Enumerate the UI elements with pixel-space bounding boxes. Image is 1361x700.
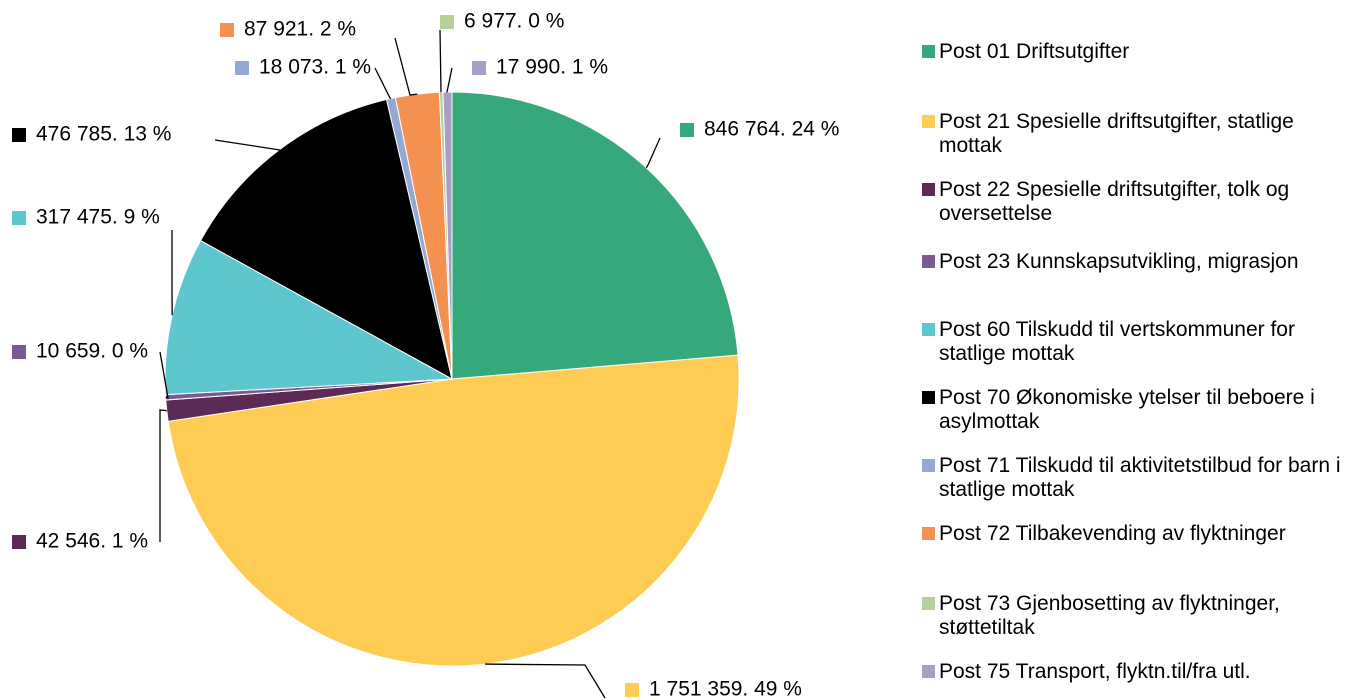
label-swatch: [220, 23, 234, 37]
label-swatch: [625, 683, 639, 697]
label-swatch: [440, 15, 454, 29]
pie-slice: [164, 239, 454, 396]
data-label: 18 073. 1 %: [259, 56, 371, 79]
label-swatch: [235, 61, 249, 75]
legend-label: Post 60 Tilskudd til vertskommuner for s…: [939, 318, 1295, 365]
legend-label: Post 23 Kunnskapsutvikling, migrasjon: [939, 250, 1299, 273]
pie-area: 846 764. 24 % 1 751 359. 49 % 42 546. 1 % 1…: [12, 10, 839, 700]
legend-label: Post 73 Gjenbosetting av flyktninger, st…: [939, 592, 1280, 639]
legend-swatch: [922, 597, 935, 610]
legend-label: Post 71 Tilskudd til aktivitetstilbud fo…: [939, 454, 1341, 501]
legend-item: Post 23 Kunnskapsutvikling, migrasjon: [922, 250, 1352, 274]
legend-item: Post 21 Spesielle driftsutgifter, statli…: [922, 110, 1352, 158]
legend-swatch: [922, 183, 935, 196]
legend-item: Post 60 Tilskudd til vertskommuner for s…: [922, 318, 1352, 366]
label-swatch: [12, 535, 26, 549]
data-label: 6 977. 0 %: [464, 10, 564, 33]
pie-slice: [451, 91, 739, 380]
legend-swatch: [922, 459, 935, 472]
legend-item: Post 01 Driftsutgifter: [922, 40, 1352, 64]
data-label: 476 785. 13 %: [36, 123, 171, 146]
label-swatch: [12, 345, 26, 359]
leader-line: [214, 139, 281, 151]
leader-line: [394, 37, 418, 96]
legend-swatch: [922, 323, 935, 336]
legend-item: Post 72 Tilbakevending av flyktninger: [922, 522, 1352, 546]
legend-label: Post 75 Transport, flyktn.til/fra utl.: [939, 660, 1251, 683]
legend-label: Post 72 Tilbakevending av flyktninger: [939, 522, 1286, 545]
legend-swatch: [922, 527, 935, 540]
data-label: 17 990. 1 %: [496, 56, 608, 79]
legend-item: Post 22 Spesielle driftsutgifter, tolk o…: [922, 178, 1352, 226]
leader-line: [439, 29, 442, 93]
leader-line: [159, 351, 169, 399]
label-swatch: [12, 211, 26, 225]
legend-item: Post 70 Økonomiske ytelser til beboere i…: [922, 386, 1352, 434]
legend-label: Post 22 Spesielle driftsutgifter, tolk o…: [939, 178, 1290, 225]
leader-line: [159, 409, 167, 542]
label-swatch: [472, 61, 486, 75]
legend-item: Post 73 Gjenbosetting av flyktninger, st…: [922, 592, 1352, 640]
legend-swatch: [922, 391, 935, 404]
leader-line: [374, 67, 392, 100]
leader-line: [645, 137, 661, 169]
leader-line: [446, 67, 453, 93]
label-swatch: [680, 123, 694, 137]
legend-label: Post 21 Spesielle driftsutgifter, statli…: [939, 110, 1294, 157]
data-label: 846 764. 24 %: [704, 118, 839, 141]
legend-item: Post 75 Transport, flyktn.til/fra utl.: [922, 660, 1352, 684]
data-label: 42 546. 1 %: [36, 530, 148, 553]
legend-swatch: [922, 45, 935, 58]
label-swatch: [12, 128, 26, 142]
legend-label: Post 01 Driftsutgifter: [939, 40, 1130, 63]
pie-slice: [167, 354, 740, 667]
legend-swatch: [922, 115, 935, 128]
legend-item: Post 71 Tilskudd til aktivitetstilbud fo…: [922, 454, 1352, 502]
data-label: 317 475. 9 %: [36, 206, 160, 229]
legend-label: Post 70 Økonomiske ytelser til beboere i…: [939, 386, 1315, 433]
data-label: 1 751 359. 49 %: [649, 678, 802, 700]
data-label: 87 921. 2 %: [244, 18, 356, 41]
leader-line: [485, 663, 606, 699]
data-label: 10 659. 0 %: [36, 340, 148, 363]
legend-swatch: [922, 665, 935, 678]
legend-swatch: [922, 255, 935, 268]
